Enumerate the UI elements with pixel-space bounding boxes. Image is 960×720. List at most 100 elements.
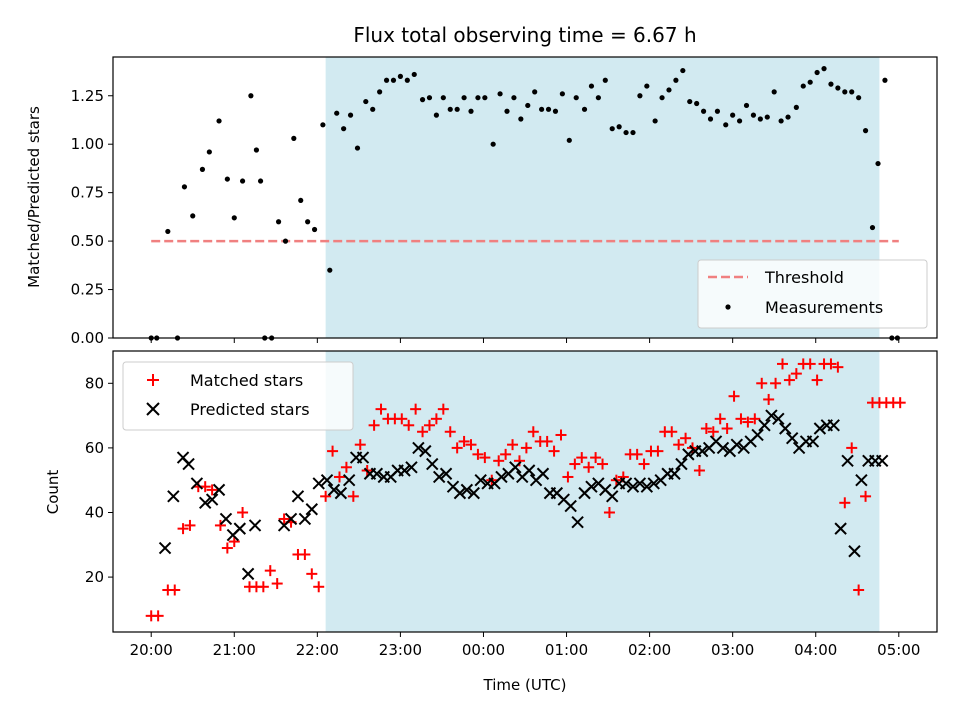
matched-star-point bbox=[603, 506, 615, 518]
matched-star-point bbox=[313, 581, 325, 593]
measurement-point bbox=[224, 176, 230, 182]
predicted-star-stroke-b bbox=[536, 467, 550, 480]
top-y-tick-label: 0.75 bbox=[71, 184, 104, 202]
measurement-point bbox=[347, 112, 354, 118]
measurement-point bbox=[257, 178, 264, 184]
legend-measurements-label: Measurements bbox=[765, 298, 883, 317]
predicted-star-point bbox=[467, 486, 480, 500]
legend-measurements-swatch bbox=[725, 304, 731, 310]
measurement-point bbox=[165, 228, 171, 235]
predicted-star-stroke-b bbox=[675, 457, 688, 471]
predicted-star-stroke-b bbox=[439, 467, 453, 480]
matched-star-point bbox=[652, 445, 664, 457]
predicted-star-stroke-b bbox=[772, 412, 785, 426]
top-y-ticks: 0.00 0.25 0.50 0.75 1.00 1.25 bbox=[71, 87, 113, 347]
measurement-point bbox=[334, 110, 340, 116]
predicted-star-stroke-b bbox=[158, 541, 172, 555]
predicted-star-point bbox=[536, 467, 550, 480]
predicted-star-stroke-b bbox=[205, 493, 219, 506]
predicted-star-point bbox=[305, 503, 319, 516]
matched-star-point bbox=[206, 484, 218, 496]
measurement-point bbox=[869, 224, 876, 231]
predicted-star-point bbox=[312, 477, 325, 490]
top-y-tick-label: 0.50 bbox=[71, 232, 104, 250]
matched-star-point bbox=[347, 490, 359, 502]
predicted-star-stroke-b bbox=[284, 512, 298, 526]
top-axes-frame bbox=[112, 56, 938, 339]
bottom-series-layer bbox=[145, 358, 906, 622]
predicted-star-stroke-b bbox=[785, 431, 799, 445]
predicted-star-stroke-b bbox=[592, 477, 605, 490]
predicted-star-point bbox=[298, 512, 312, 526]
predicted-star-stroke-b bbox=[571, 515, 584, 529]
measurement-point bbox=[539, 106, 545, 112]
matched-star-point bbox=[520, 442, 532, 454]
predicted-star-stroke-b bbox=[453, 486, 467, 500]
predicted-star-stroke-b bbox=[334, 486, 348, 500]
top-series-layer bbox=[148, 66, 901, 341]
predicted-star-point bbox=[668, 467, 681, 480]
predicted-star-stroke-b bbox=[695, 444, 709, 458]
matched-star-point bbox=[790, 368, 802, 380]
predicted-star-stroke-b bbox=[848, 545, 861, 558]
matched-star-point bbox=[169, 584, 181, 596]
predicted-star-point bbox=[848, 545, 861, 558]
measurement-point bbox=[419, 97, 426, 103]
predicted-star-point bbox=[198, 496, 212, 510]
measurement-point bbox=[609, 126, 615, 132]
matched-star-point bbox=[221, 542, 233, 554]
measurement-point bbox=[714, 108, 721, 114]
top-legend-box bbox=[697, 259, 928, 329]
matched-star-point bbox=[763, 393, 775, 405]
predicted-star-stroke-b bbox=[633, 477, 647, 490]
matched-star-point bbox=[562, 471, 574, 483]
predicted-star-stroke-b bbox=[419, 444, 432, 458]
matched-star-point bbox=[638, 458, 650, 470]
predicted-star-point bbox=[564, 499, 577, 513]
matched-star-point bbox=[152, 610, 164, 622]
measurement-point bbox=[700, 108, 707, 114]
bottom-x-tick-label: 20:00 bbox=[130, 641, 173, 659]
matched-star-point bbox=[673, 439, 685, 451]
predicted-star-stroke-b bbox=[585, 480, 598, 493]
matched-star-point bbox=[590, 452, 602, 464]
predicted-star-point bbox=[785, 431, 799, 445]
predicted-star-stroke-b bbox=[841, 454, 854, 468]
measurement-point bbox=[532, 89, 538, 95]
measurement-point bbox=[311, 226, 318, 233]
matched-star-point bbox=[437, 403, 449, 415]
predicted-star-point bbox=[606, 490, 619, 503]
matched-star-point bbox=[853, 584, 865, 596]
predicted-star-point bbox=[758, 419, 771, 432]
matched-star-point bbox=[327, 445, 339, 457]
measurement-point bbox=[377, 89, 383, 95]
predicted-star-stroke-b bbox=[709, 435, 723, 448]
matched-star-point bbox=[555, 429, 567, 441]
predicted-star-stroke-b bbox=[298, 512, 312, 526]
bottom-y-axis-label: Count bbox=[44, 470, 62, 515]
predicted-star-stroke-b bbox=[405, 461, 418, 474]
matched-star-point bbox=[396, 413, 408, 425]
matched-star-point bbox=[278, 513, 290, 525]
predicted-star-point bbox=[619, 477, 633, 490]
predicted-star-stroke-b bbox=[320, 473, 334, 487]
measurement-point bbox=[199, 166, 206, 172]
measurement-point bbox=[875, 160, 881, 167]
predicted-star-stroke-b bbox=[212, 483, 226, 497]
predicted-star-stroke-b bbox=[730, 438, 744, 451]
measurement-point bbox=[821, 66, 827, 72]
matched-star-point bbox=[541, 435, 553, 447]
predicted-star-point bbox=[158, 541, 172, 555]
predicted-star-point bbox=[675, 457, 688, 471]
predicted-star-stroke-b bbox=[342, 473, 356, 487]
predicted-star-stroke-b bbox=[356, 451, 370, 464]
predicted-star-point bbox=[419, 444, 432, 458]
measurement-point bbox=[397, 73, 404, 79]
top-y-tick-label: 0.00 bbox=[71, 329, 104, 347]
measurement-point bbox=[785, 114, 791, 120]
measurement-point bbox=[630, 129, 636, 136]
measurement-point bbox=[764, 114, 770, 120]
predicted-star-stroke-b bbox=[198, 496, 212, 510]
matched-star-point bbox=[237, 506, 249, 518]
predicted-star-stroke-b bbox=[682, 448, 695, 461]
